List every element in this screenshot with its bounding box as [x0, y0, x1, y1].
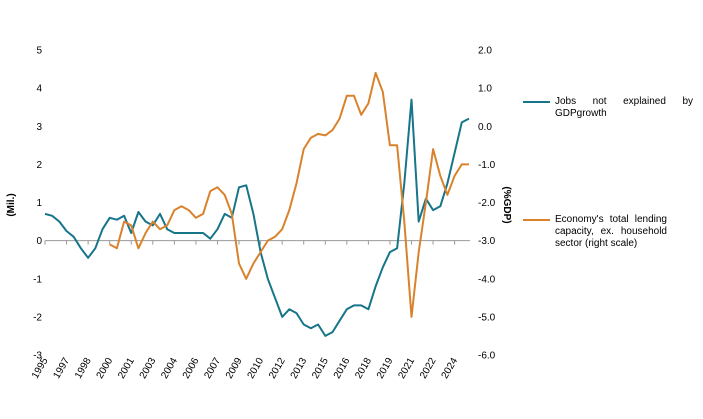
y2-tick-label: -6.0	[478, 351, 496, 362]
y-tick-label: -2	[33, 312, 42, 323]
y-tick-label: 2	[36, 160, 42, 171]
x-tick-label: 2003	[138, 356, 159, 381]
y2-tick-label: -5.0	[478, 312, 496, 323]
x-tick-label: 2021	[396, 356, 417, 381]
y2-tick-label: -3.0	[478, 236, 496, 247]
x-tick-label: 2009	[224, 356, 245, 381]
y-tick-label: 5	[36, 46, 42, 57]
y2-tick-label: -2.0	[478, 198, 496, 209]
x-tick-label: 2000	[95, 356, 116, 381]
y2-tick-label: 1.0	[478, 84, 492, 95]
x-tick-label: 2004	[159, 356, 180, 381]
y2-tick-label: -4.0	[478, 274, 496, 285]
x-tick-label: 2007	[202, 356, 223, 381]
y2-tick-label: -1.0	[478, 160, 496, 171]
y-tick-label: 1	[36, 198, 42, 209]
x-tick-label: 2016	[332, 356, 353, 381]
y2-tick-label: 0.0	[478, 122, 492, 133]
x-tick-label: 2010	[246, 356, 267, 381]
y-tick-label: -1	[33, 274, 42, 285]
legend-label: Economy's total lending capacity, ex. ho…	[555, 214, 667, 249]
x-tick-label: 2006	[181, 356, 202, 381]
x-tick-label: 2012	[267, 356, 288, 381]
x-tick-label: 2024	[440, 356, 461, 381]
x-tick-label: 2015	[310, 356, 331, 381]
legend-label: Jobs not explained by GDPgrowth	[555, 96, 693, 119]
y2-tick-label: 2.0	[478, 46, 492, 57]
x-tick-label: 2019	[375, 356, 396, 381]
x-tick-label: 2022	[418, 356, 439, 381]
y2-axis-label: (%GDP)	[501, 186, 512, 223]
y-tick-label: 0	[36, 236, 42, 247]
x-tick-label: 2013	[289, 356, 310, 381]
y-tick-label: 3	[36, 122, 42, 133]
x-tick-label: 1997	[52, 356, 73, 381]
x-tick-label: 1998	[73, 356, 94, 381]
series-line	[109, 71, 469, 318]
series-line	[44, 98, 470, 337]
x-tick-label: 2001	[116, 356, 137, 381]
y-tick-label: -3	[33, 351, 42, 362]
x-tick-label: 2018	[353, 356, 374, 381]
y-axis-label: (Mil.)	[6, 193, 17, 216]
y-tick-label: 4	[36, 84, 42, 95]
